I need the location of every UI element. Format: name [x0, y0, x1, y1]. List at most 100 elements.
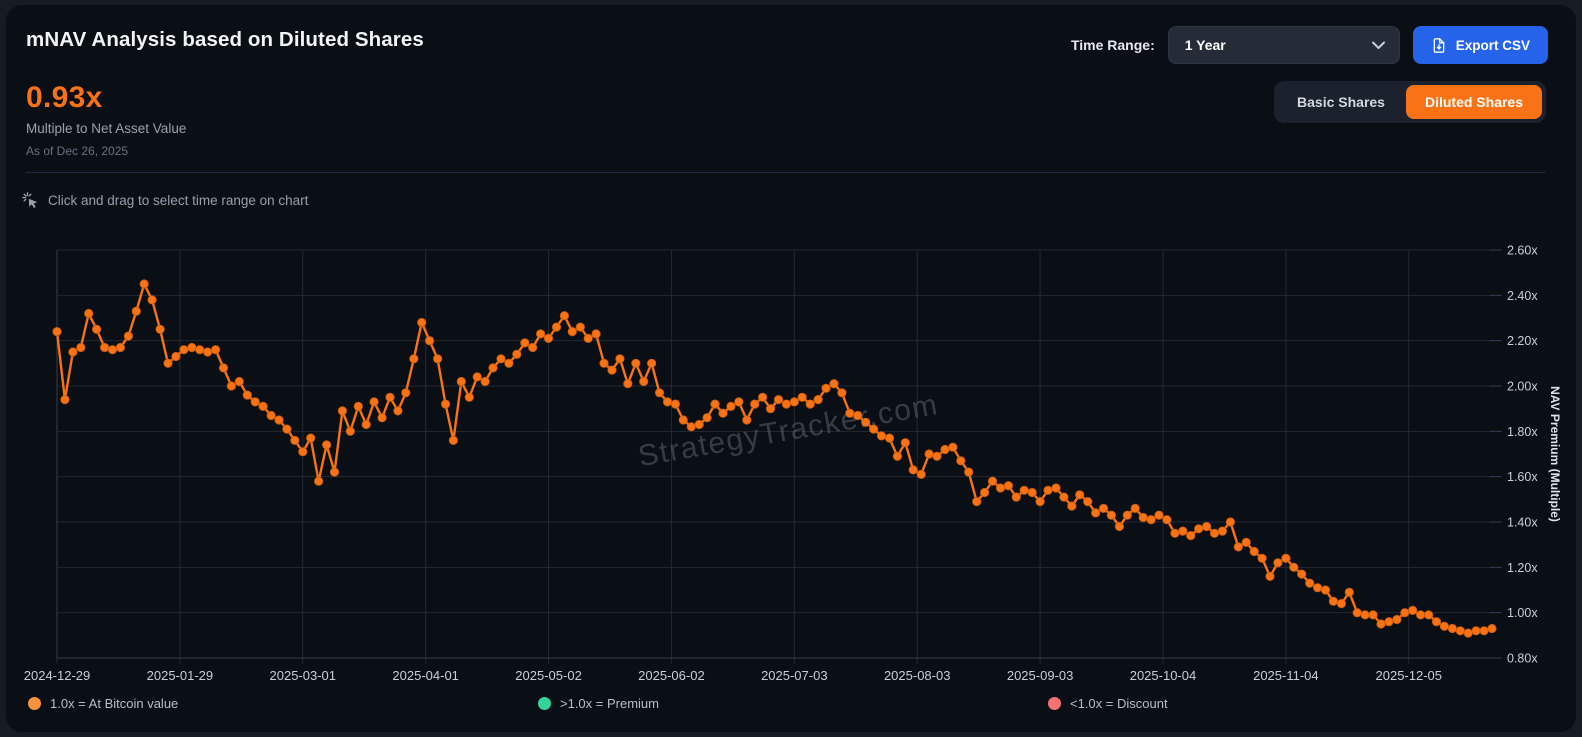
- y-tick-label: 1.00x: [1507, 606, 1538, 620]
- data-point: [203, 347, 213, 357]
- data-point: [853, 410, 863, 421]
- data-point: [266, 410, 276, 421]
- data-point: [1273, 558, 1283, 568]
- data-point: [1455, 626, 1465, 636]
- data-point: [646, 358, 657, 368]
- data-point: [559, 311, 570, 321]
- x-tick-label: 2025-12-05: [1376, 668, 1443, 683]
- data-point: [250, 397, 260, 407]
- data-point: [979, 487, 990, 498]
- data-point: [456, 376, 466, 387]
- data-point: [964, 467, 974, 477]
- x-tick-label: 2025-06-02: [638, 668, 705, 683]
- data-point: [868, 424, 879, 434]
- data-point: [464, 392, 474, 402]
- data-point: [861, 417, 871, 427]
- chart-legend: 1.0x = At Bitcoin value >1.0x = Premium <1…: [0, 696, 1582, 718]
- data-point: [1392, 614, 1402, 625]
- legend-label: >1.0x = Premium: [560, 696, 659, 711]
- data-point: [1241, 537, 1251, 547]
- header-controls: Time Range: 1 Year Export CSV: [1071, 26, 1548, 64]
- diluted-shares-button[interactable]: Diluted Shares: [1405, 85, 1542, 119]
- data-point: [773, 395, 784, 405]
- chevron-down-icon: [1371, 41, 1385, 50]
- data-point: [76, 342, 86, 353]
- dashboard-card: [6, 5, 1576, 732]
- data-point: [694, 419, 704, 430]
- basic-shares-button[interactable]: Basic Shares: [1278, 85, 1404, 119]
- data-point: [321, 440, 332, 450]
- data-point: [528, 342, 538, 353]
- data-point: [187, 342, 197, 353]
- data-point: [282, 424, 292, 434]
- data-point: [599, 358, 609, 368]
- data-point: [876, 431, 887, 441]
- data-point: [662, 397, 673, 407]
- data-point: [1289, 562, 1299, 572]
- data-point: [884, 433, 895, 443]
- data-point: [750, 399, 760, 409]
- y-axis-title: NAV Premium (Multiple): [1548, 386, 1562, 522]
- data-point: [1209, 528, 1220, 538]
- mnav-chart[interactable]: 2024-12-29 2025-01-29 2025-03-01 2025-04-01…: [0, 228, 1582, 693]
- data-point: [377, 413, 387, 423]
- data-point: [1194, 524, 1204, 534]
- data-point: [329, 467, 340, 477]
- data-point: [393, 406, 403, 416]
- x-tick-label: 2025-09-03: [1007, 668, 1074, 683]
- data-point: [496, 354, 506, 364]
- data-point: [512, 349, 522, 359]
- data-point: [956, 456, 966, 466]
- data-point: [734, 397, 744, 407]
- data-point: [1011, 492, 1021, 502]
- data-point: [313, 476, 324, 486]
- data-point: [615, 354, 625, 364]
- data-point: [1170, 528, 1180, 538]
- data-point: [1463, 628, 1473, 638]
- data-point: [639, 376, 649, 387]
- data-point: [892, 451, 903, 461]
- data-point: [718, 408, 728, 418]
- data-point: [1106, 510, 1117, 520]
- data-point: [115, 342, 126, 353]
- data-point: [417, 317, 427, 328]
- data-point: [448, 435, 458, 445]
- data-point: [147, 295, 157, 305]
- data-point: [171, 351, 181, 362]
- y-tick-label: 1.20x: [1507, 561, 1538, 575]
- time-range-select[interactable]: 1 Year: [1167, 26, 1400, 64]
- data-point: [551, 322, 562, 332]
- data-point: [726, 401, 736, 411]
- as-of-date: As of Dec 26, 2025: [26, 144, 129, 158]
- x-tick-label: 2024-12-29: [24, 668, 91, 683]
- data-point: [1360, 610, 1370, 620]
- data-point: [1043, 485, 1053, 495]
- data-point: [1027, 487, 1037, 498]
- data-point: [1384, 617, 1394, 627]
- data-point: [710, 399, 720, 409]
- x-tick-label: 2025-11-04: [1253, 668, 1319, 683]
- data-point: [1114, 521, 1125, 532]
- chart-hint-text: Click and drag to select time range on c…: [48, 193, 309, 208]
- data-point: [654, 388, 665, 398]
- y-tick-label: 0.80x: [1507, 652, 1538, 666]
- data-point: [1376, 619, 1386, 629]
- data-point: [1019, 485, 1029, 495]
- data-point: [837, 388, 847, 398]
- data-point: [131, 306, 141, 316]
- data-point: [1146, 515, 1156, 525]
- legend-item: 1.0x = At Bitcoin value: [28, 696, 178, 711]
- legend-item: <1.0x = Discount: [1048, 696, 1168, 711]
- data-point: [1297, 569, 1307, 579]
- y-tick-label: 2.60x: [1507, 244, 1538, 258]
- data-point: [1186, 530, 1196, 541]
- data-point: [123, 331, 133, 341]
- export-csv-button[interactable]: Export CSV: [1412, 26, 1548, 64]
- data-point: [1487, 623, 1497, 634]
- data-point: [274, 415, 284, 425]
- data-point: [504, 358, 514, 368]
- data-point: [92, 324, 102, 334]
- data-point: [797, 392, 807, 402]
- data-point: [1067, 501, 1077, 511]
- data-point: [1305, 578, 1315, 588]
